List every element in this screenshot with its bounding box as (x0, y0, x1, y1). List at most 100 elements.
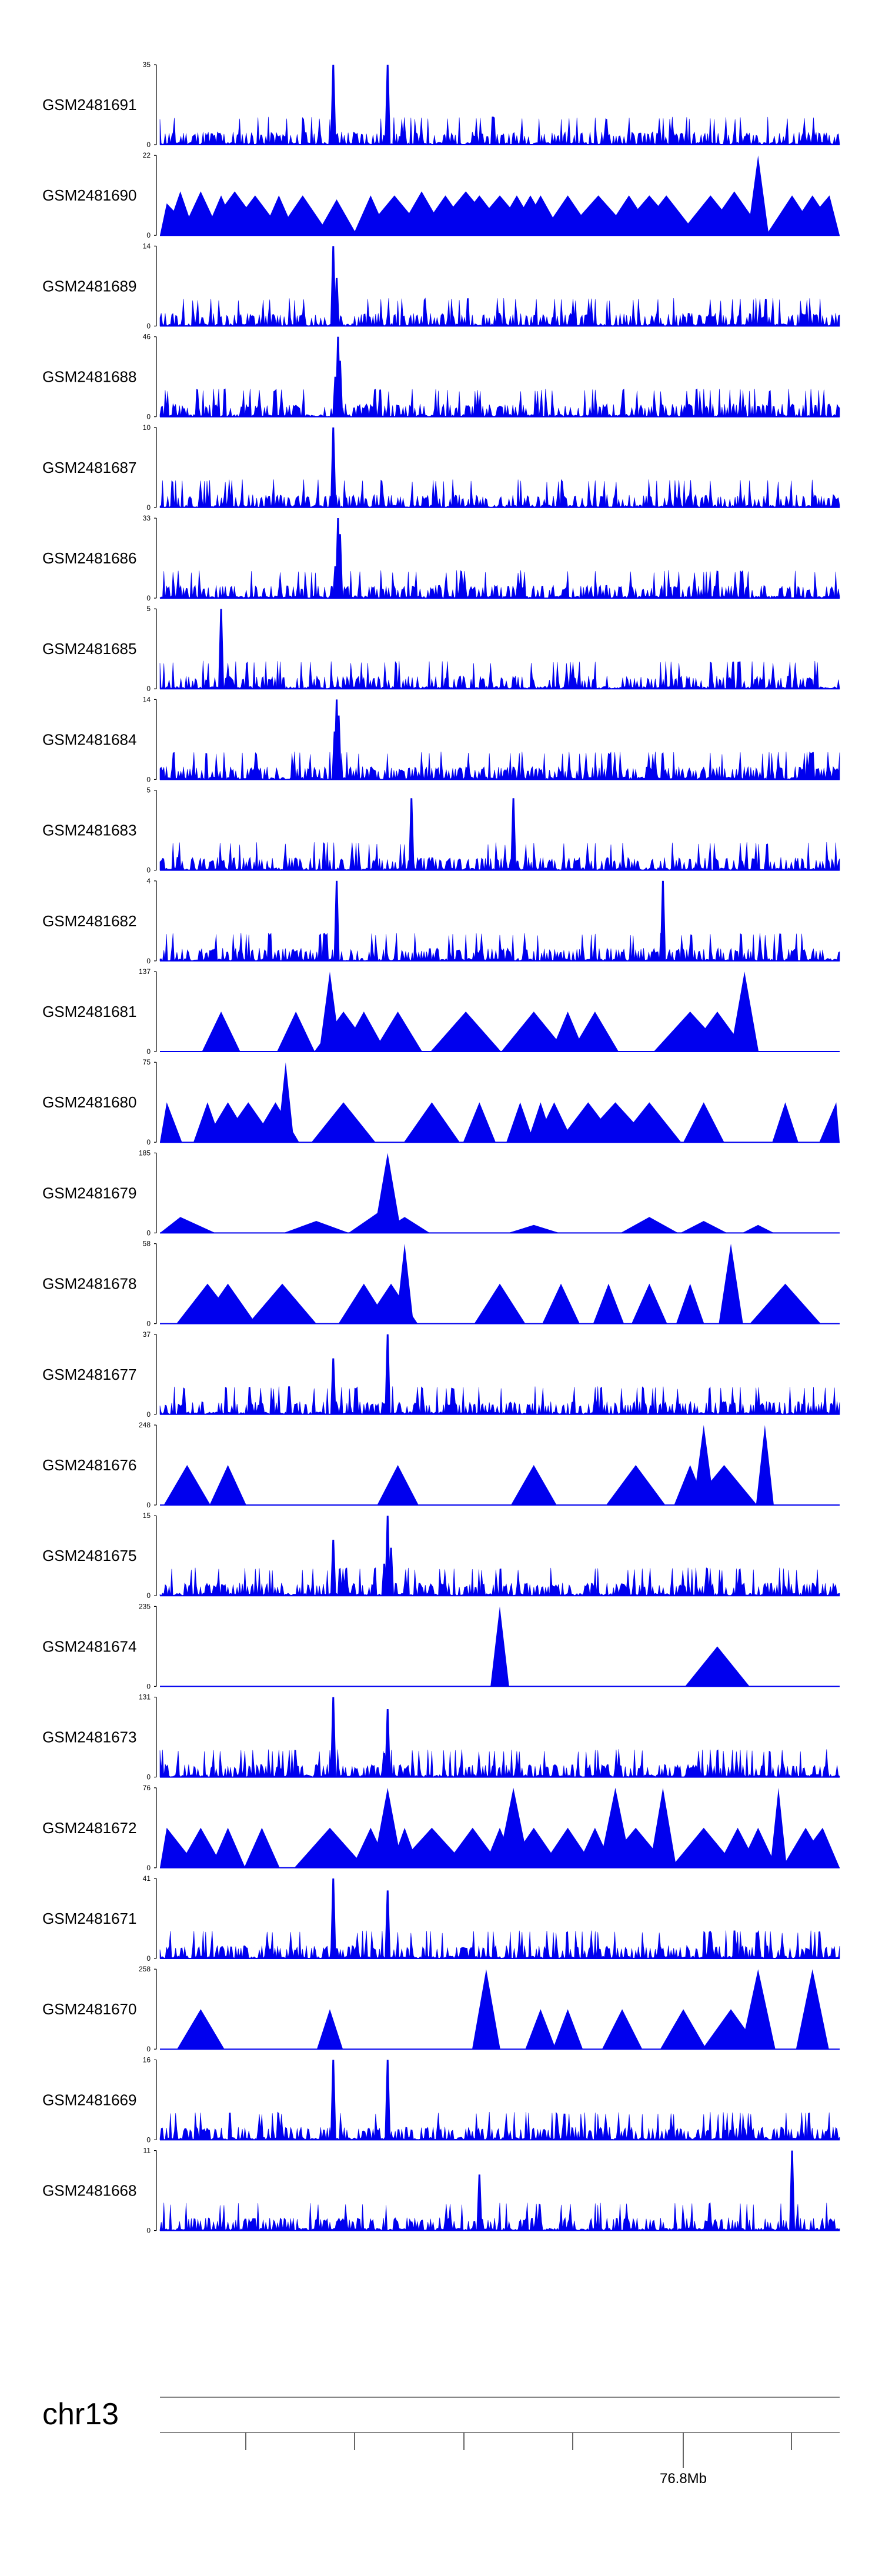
signal-peak (294, 1827, 366, 1868)
y-axis-max-label: 185 (139, 1149, 151, 1157)
signal-peak (385, 2060, 391, 2140)
track-GSM2481678: GSM2481678 58 0 (42, 1240, 840, 1328)
signal-area (159, 932, 840, 962)
y-axis-min-label: 0 (146, 957, 151, 965)
y-axis-max-label: 14 (143, 695, 151, 703)
signal-peak (311, 1102, 376, 1143)
track-label: GSM2481678 (42, 1275, 136, 1293)
signal-peak (385, 1890, 391, 1958)
signal-area (159, 751, 840, 780)
signal-area (159, 1567, 840, 1597)
track-label: GSM2481682 (42, 912, 136, 930)
signal-peak (534, 1102, 574, 1143)
signal-peak (160, 1102, 182, 1143)
signal-peak (680, 1221, 727, 1233)
signal-peak (740, 1969, 776, 2050)
signal-peak (385, 1709, 391, 1777)
signal-peak (316, 2009, 343, 2050)
y-axis-min-label: 0 (146, 1682, 151, 1690)
genome-axis: chr13 76.8Mb (42, 2397, 840, 2487)
signal-peak (381, 1563, 387, 1596)
y-axis-max-label: 11 (143, 2147, 151, 2155)
signal-peak (373, 1012, 423, 1052)
signal-peak (200, 1283, 256, 1324)
y-axis-max-label: 76 (143, 1784, 151, 1792)
signal-peak (330, 1358, 336, 1414)
y-axis-max-label: 58 (143, 1240, 151, 1248)
signal-peak (683, 1102, 724, 1143)
track-GSM2481688: GSM2481688 46 0 (42, 333, 840, 421)
track-GSM2481674: GSM2481674 235 0 (42, 1602, 840, 1690)
signal-peak (337, 534, 343, 598)
signal-peak (283, 1221, 349, 1233)
y-axis-max-label: 137 (139, 967, 151, 976)
track-label: GSM2481674 (42, 1637, 136, 1655)
signal-peak (819, 1102, 840, 1143)
signal-peak (490, 1606, 509, 1687)
signal-peak (542, 1283, 580, 1324)
y-axis-min-label: 0 (146, 866, 151, 875)
track-GSM2481681: GSM2481681 137 0 (42, 967, 840, 1056)
track-label: GSM2481684 (42, 730, 136, 748)
signal-peak (377, 1465, 419, 1505)
signal-peak (430, 1012, 502, 1052)
track-GSM2481683: GSM2481683 5 0 (42, 786, 840, 875)
track-GSM2481689: GSM2481689 14 0 (42, 242, 840, 330)
signal-peak (635, 195, 698, 236)
y-axis-min-label: 0 (146, 322, 151, 330)
y-axis-max-label: 33 (143, 514, 151, 522)
track-GSM2481673: GSM2481673 131 0 (42, 1693, 840, 1781)
signal-peak (660, 2009, 707, 2050)
signal-peak (277, 1012, 315, 1052)
signal-peak (385, 65, 391, 145)
signal-peak (719, 1243, 743, 1324)
y-axis-min-label: 0 (146, 141, 151, 149)
track-label: GSM2481679 (42, 1184, 136, 1202)
track-label: GSM2481677 (42, 1366, 136, 1383)
track-label: GSM2481689 (42, 277, 136, 295)
signal-area (159, 660, 840, 689)
y-axis-max-label: 37 (143, 1330, 151, 1339)
signal-peak (691, 1465, 757, 1505)
signal-peak (403, 1102, 460, 1143)
y-axis-min-label: 0 (146, 231, 151, 239)
signal-peak (506, 1102, 534, 1143)
y-axis-max-label: 46 (143, 333, 151, 341)
signal-peak (593, 1283, 624, 1324)
y-axis-min-label: 0 (146, 1229, 151, 1237)
signal-peak (244, 1827, 280, 1868)
track-GSM2481691: GSM2481691 35 0 (42, 61, 840, 149)
y-axis-max-label: 258 (139, 1965, 151, 1973)
y-axis-min-label: 0 (146, 413, 151, 421)
signal-peak (248, 1283, 317, 1324)
signal-area (159, 116, 840, 145)
y-axis-min-label: 0 (146, 2227, 151, 2235)
y-axis-min-label: 0 (146, 1410, 151, 1419)
track-label: GSM2481673 (42, 1729, 136, 1746)
y-axis-max-label: 16 (143, 2056, 151, 2064)
signal-peak (525, 2009, 556, 2050)
signal-area (159, 842, 840, 871)
signal-peak (747, 155, 769, 236)
signal-peak (330, 65, 336, 145)
signal-peak (793, 1827, 840, 1868)
signal-peak (336, 715, 342, 780)
y-axis-min-label: 0 (146, 1501, 151, 1509)
signal-peak (676, 1283, 704, 1324)
signal-peak (660, 880, 666, 961)
signal-peak (379, 1217, 430, 1233)
track-label: GSM2481669 (42, 2091, 136, 2108)
track-GSM2481690: GSM2481690 22 0 (42, 151, 840, 239)
signal-peak (756, 1425, 774, 1505)
signal-peak (330, 1540, 336, 1596)
signal-peak (163, 1465, 211, 1505)
signal-peak (332, 731, 338, 780)
track-label: GSM2481690 (42, 186, 136, 204)
y-axis-max-label: 235 (139, 1602, 151, 1610)
track-GSM2481672: GSM2481672 76 0 (42, 1784, 840, 1872)
signal-peak (408, 798, 415, 870)
track-GSM2481669: GSM2481669 16 0 (42, 2056, 840, 2144)
signal-peak (510, 798, 517, 870)
signal-peak (508, 1224, 560, 1233)
